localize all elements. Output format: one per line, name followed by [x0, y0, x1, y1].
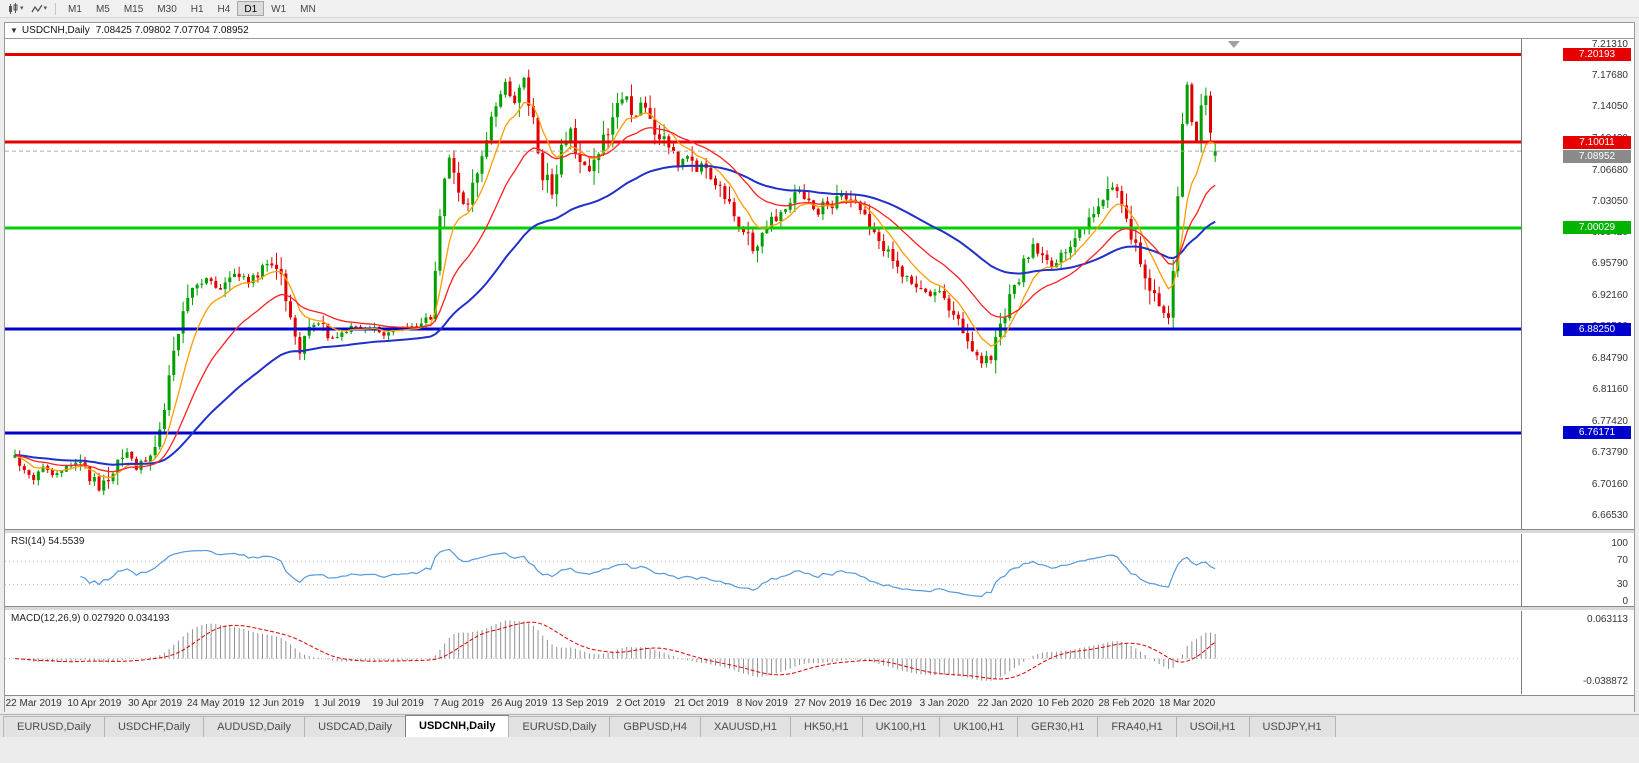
date-tick-label: 10 Apr 2019 [67, 698, 122, 709]
chart-tool-button[interactable]: ▾ [4, 1, 27, 17]
price-tick-label: 6.84790 [1591, 352, 1628, 364]
date-tick-label: 10 Feb 2020 [1037, 698, 1094, 709]
date-tick-label: 21 Oct 2019 [674, 698, 729, 709]
timeframe-button-mn[interactable]: MN [300, 4, 316, 15]
price-level-badge[interactable]: 7.00029 [1563, 221, 1631, 235]
rsi-indicator-label: RSI(14) 54.5539 [11, 536, 85, 547]
top-toolbar: ▾ ▾ M1 M5 M15 M30 H1 H4 D1 W1 MN [0, 0, 1639, 18]
tab-gbpusd-h4[interactable]: GBPUSD,H4 [609, 716, 701, 737]
date-tick-label: 3 Jan 2020 [919, 698, 970, 709]
tab-uk100-h1[interactable]: UK100,H1 [939, 716, 1019, 737]
date-tick-label: 1 Jul 2019 [314, 698, 361, 709]
date-tick-label: 24 May 2019 [186, 698, 245, 709]
timeframe-button-m15[interactable]: M15 [123, 4, 144, 15]
timeframe-button-m1[interactable]: M1 [68, 4, 82, 15]
macd-tick-label: -0.038872 [1582, 676, 1628, 688]
window-bottom-filler [0, 737, 1639, 763]
date-axis[interactable]: 22 Mar 2019 10 Apr 2019 30 Apr 2019 24 May … [5, 695, 1634, 712]
price-tick-label: 6.73790 [1591, 447, 1628, 459]
collapse-triangle-icon[interactable]: ▼ [10, 26, 18, 35]
line-tool-button[interactable]: ▾ [28, 1, 51, 17]
date-tick-label: 28 Feb 2020 [1098, 698, 1155, 709]
price-tick-label: 7.03050 [1591, 195, 1628, 207]
price-level-badge[interactable]: 6.88250 [1563, 322, 1631, 336]
macd-indicator-label: MACD(12,26,9) 0.027920 0.034193 [11, 613, 170, 624]
chart-tab-bar: EURUSD,Daily USDCHF,Daily AUDUSD,Daily USDC… [0, 714, 1639, 737]
date-tick-label: 2 Oct 2019 [616, 698, 666, 709]
price-tick-label: 6.70160 [1591, 478, 1628, 490]
rsi-tick-label: 30 [1616, 578, 1628, 590]
timeframe-button-m5[interactable]: M5 [95, 4, 110, 15]
price-level-badge[interactable]: 7.08952 [1563, 149, 1631, 163]
tab-hk50-h1[interactable]: HK50,H1 [789, 716, 863, 737]
date-tick-label: 27 Nov 2019 [794, 698, 852, 709]
toolbar-separator [55, 2, 57, 15]
tab-xauusd-h1[interactable]: XAUUSD,H1 [699, 716, 791, 737]
tab-fra40-h1[interactable]: FRA40,H1 [1097, 716, 1177, 737]
price-tick-label: 6.81160 [1592, 384, 1628, 396]
chart-window: ▼ USDCNH,Daily 7.08425 7.09802 7.07704 7.0… [4, 22, 1635, 712]
tab-usdcad-daily[interactable]: USDCAD,Daily [304, 716, 407, 737]
tab-usdjpy-h1[interactable]: USDJPY,H1 [1248, 716, 1336, 737]
tab-usdchf-daily[interactable]: USDCHF,Daily [103, 716, 205, 737]
price-level-badge[interactable]: 6.76171 [1563, 426, 1631, 440]
price-level-badge[interactable]: 7.10011 [1563, 135, 1631, 149]
chart-title-bar[interactable]: ▼ USDCNH,Daily 7.08425 7.09802 7.07704 7.0… [5, 23, 1634, 39]
rsi-tick-label: 70 [1616, 555, 1628, 567]
chart-symbol-period: USDCNH,Daily [21, 25, 90, 36]
date-tick-label: 7 Aug 2019 [433, 698, 484, 709]
price-tick-label: 7.06680 [1591, 164, 1628, 176]
tab-ger30-h1[interactable]: GER30,H1 [1017, 716, 1099, 737]
chart-ohlc-values: 7.08425 7.09802 7.07704 7.08952 [95, 25, 249, 36]
date-tick-label: 12 Jun 2019 [248, 698, 305, 709]
timeframe-button-d1[interactable]: D1 [237, 1, 265, 16]
timeframe-button-m30[interactable]: M30 [157, 4, 177, 15]
date-tick-label: 16 Dec 2019 [855, 698, 912, 709]
price-tick-label: 6.77420 [1591, 416, 1628, 428]
chevron-down-icon: ▾ [20, 5, 24, 12]
date-tick-label: 8 Nov 2019 [736, 698, 788, 709]
zigzag-line-icon [30, 3, 43, 15]
tab-eurusd-daily[interactable]: EURUSD,Daily [3, 716, 105, 737]
tab-audusd-daily[interactable]: AUDUSD,Daily [203, 716, 306, 737]
macd-tick-label: 0.063113 [1587, 614, 1628, 626]
price-chart-canvas[interactable] [5, 23, 1634, 713]
date-tick-label: 18 Mar 2020 [1159, 698, 1216, 709]
timeframe-button-h4[interactable]: H4 [217, 4, 231, 15]
price-level-badge[interactable]: 7.20193 [1563, 48, 1631, 62]
tab-eurusd-daily[interactable]: EURUSD,Daily [508, 716, 611, 737]
candlestick-tool-icon [7, 2, 19, 15]
tab-usoil-h1[interactable]: USOil,H1 [1175, 716, 1250, 737]
chevron-down-icon: ▾ [43, 5, 48, 12]
price-tick-label: 7.21310 [1591, 38, 1628, 50]
tab-uk100-h1[interactable]: UK100,H1 [861, 716, 941, 737]
date-tick-label: 19 Jul 2019 [372, 698, 424, 709]
tab-usdcnh-daily[interactable]: USDCNH,Daily [405, 715, 510, 737]
timeframe-button-h1[interactable]: H1 [190, 4, 204, 15]
panel-divider[interactable] [5, 606, 1634, 611]
date-tick-label: 26 Aug 2019 [491, 698, 548, 709]
rsi-tick-label: 0 [1622, 596, 1628, 607]
timeframe-button-group: M1 M5 M15 M30 H1 H4 D1 W1 MN [61, 1, 323, 16]
rsi-tick-label: 100 [1611, 538, 1628, 549]
date-tick-label: 13 Sep 2019 [551, 698, 609, 709]
price-tick-label: 7.14050 [1591, 101, 1628, 113]
date-tick-label: 22 Jan 2020 [977, 698, 1033, 709]
price-tick-label: 6.95790 [1591, 258, 1628, 270]
date-tick-label: 30 Apr 2019 [128, 698, 183, 709]
price-scale[interactable]: 7.213107.176807.140507.104207.066807.030… [1521, 23, 1634, 694]
price-tick-label: 6.66530 [1591, 509, 1628, 521]
timeframe-button-w1[interactable]: W1 [271, 4, 287, 15]
price-tick-label: 6.92160 [1591, 289, 1628, 301]
price-tick-label: 7.17680 [1591, 70, 1628, 82]
panel-divider[interactable] [5, 529, 1634, 534]
date-tick-label: 22 Mar 2019 [5, 698, 62, 709]
